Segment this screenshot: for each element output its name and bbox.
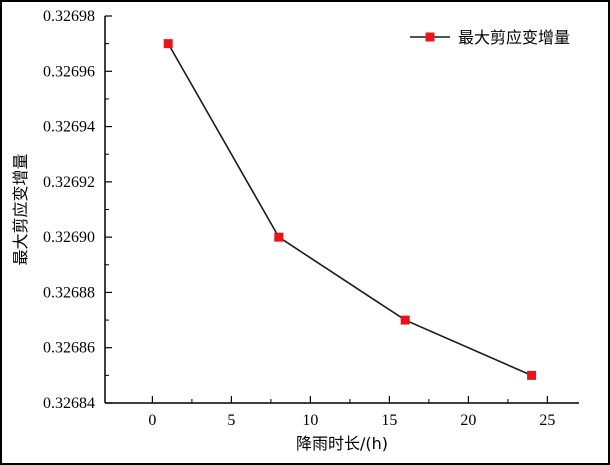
series-line bbox=[167, 43, 532, 377]
data-point bbox=[274, 232, 284, 242]
y-tick-label: 0.32686 bbox=[43, 340, 95, 357]
y-tick-label: 0.32696 bbox=[43, 63, 95, 80]
y-tick-label: 0.32694 bbox=[43, 119, 95, 136]
x-tick-label: 0 bbox=[148, 412, 156, 429]
data-point bbox=[527, 370, 537, 380]
y-axis-title: 最大剪应变增量 bbox=[11, 153, 30, 265]
plot-area bbox=[163, 39, 537, 380]
x-tick-label: 10 bbox=[302, 412, 318, 429]
x-tick-label: 15 bbox=[381, 412, 397, 429]
x-tick-label: 25 bbox=[539, 412, 555, 429]
y-tick-label: 0.32698 bbox=[43, 8, 95, 25]
legend-label: 最大剪应变增量 bbox=[458, 28, 570, 47]
data-point bbox=[400, 315, 410, 325]
y-tick-label: 0.32690 bbox=[43, 229, 95, 246]
y-tick-label: 0.32684 bbox=[43, 395, 95, 412]
ticks: 0.32684 0.32686 0.32688 0.32690 0.32692 0.326… bbox=[43, 8, 555, 429]
legend: 最大剪应变增量 bbox=[410, 28, 570, 47]
x-tick-label: 5 bbox=[227, 412, 235, 429]
data-point bbox=[163, 39, 173, 49]
x-tick-label: 20 bbox=[460, 412, 476, 429]
axes bbox=[104, 16, 579, 404]
y-tick-label: 0.32688 bbox=[43, 284, 95, 301]
x-axis-title: 降雨时长/(h) bbox=[296, 434, 388, 453]
legend-marker bbox=[425, 32, 435, 42]
y-tick-label: 0.32692 bbox=[43, 174, 95, 191]
